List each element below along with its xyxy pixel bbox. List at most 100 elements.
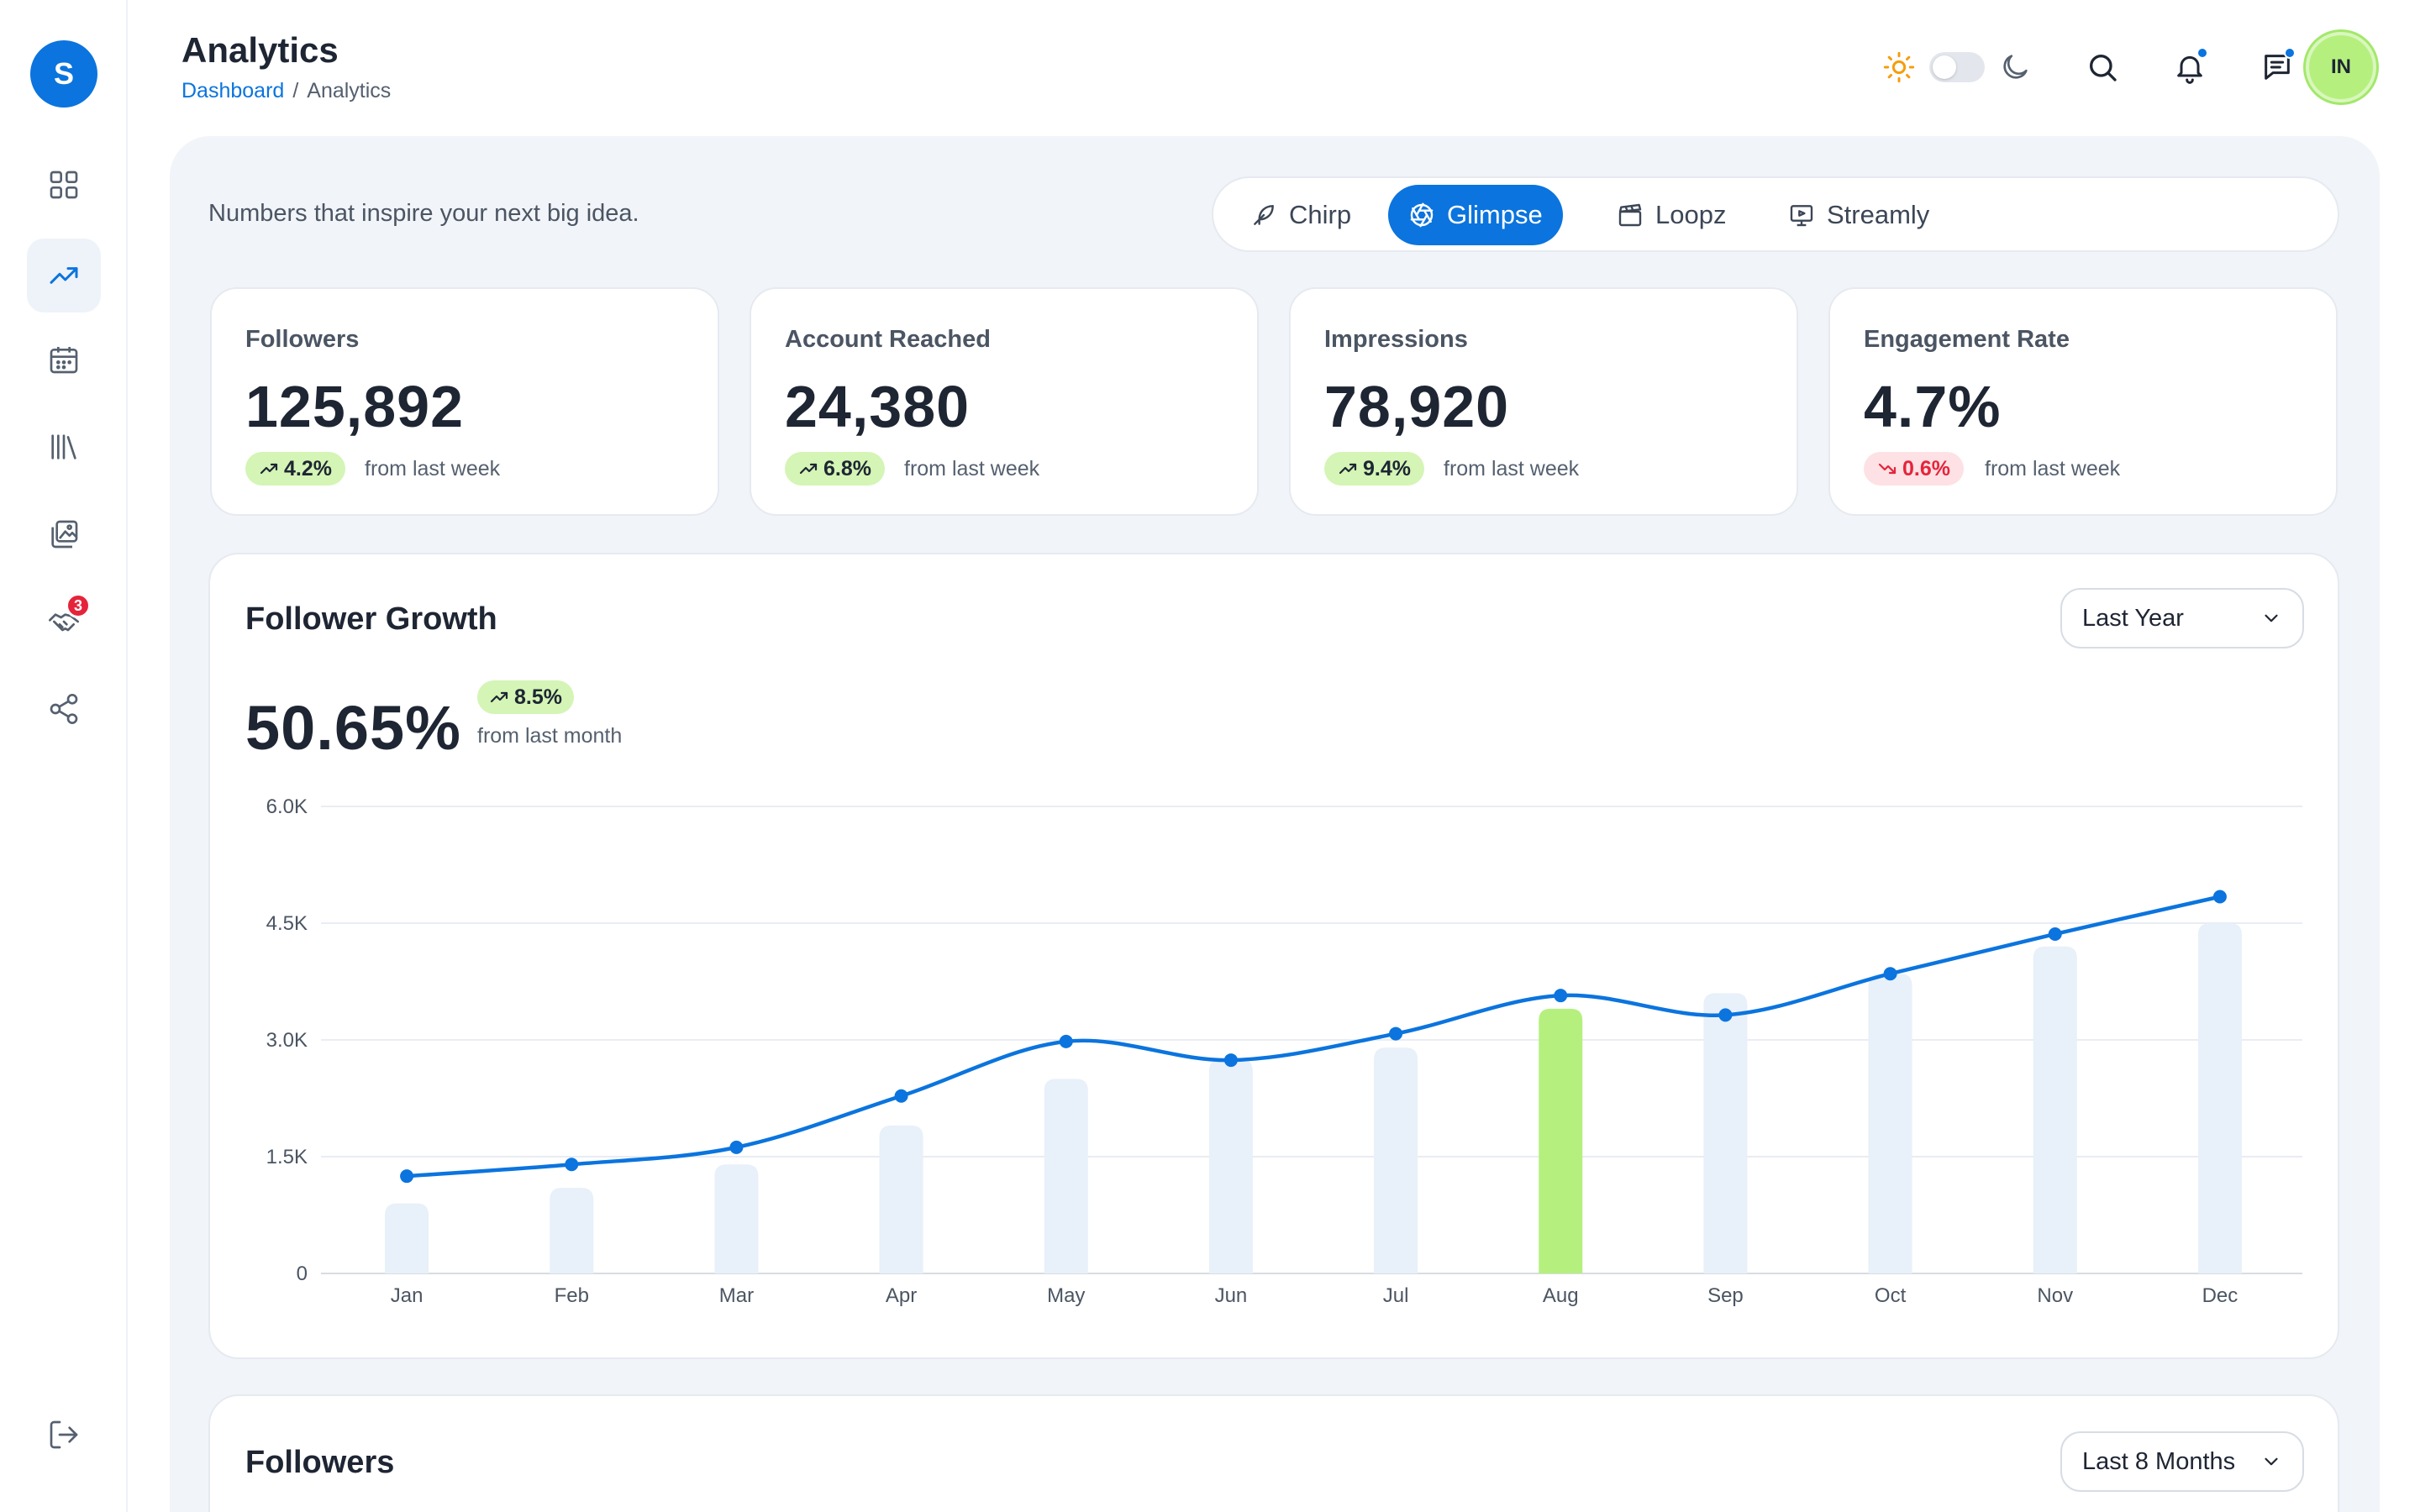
y-tick-label: 4.5K	[266, 912, 308, 935]
sidebar: S 3	[0, 0, 128, 1512]
stat-change-value: 0.6%	[1902, 456, 1950, 480]
breadcrumb-dashboard-link[interactable]: Dashboard	[182, 79, 285, 102]
moon-icon	[2003, 55, 2028, 79]
tab-loopz[interactable]: Loopz	[1597, 185, 1746, 245]
stat-change-value: 4.2%	[284, 456, 332, 480]
chart-bar	[2033, 946, 2077, 1273]
stat-card-account-reached: Account Reached 24,380 6.8% from last we…	[750, 287, 1259, 516]
x-tick-label: Jun	[1215, 1284, 1248, 1307]
x-tick-label: Mar	[719, 1284, 754, 1307]
sidebar-item-dashboard[interactable]	[27, 148, 101, 222]
growth-point	[400, 1169, 414, 1184]
follower-growth-card: Follower Growth Last Year 50.65% 8.5% fr…	[208, 553, 2339, 1359]
tab-chirp[interactable]: Chirp	[1230, 185, 1371, 245]
stat-card-engagement-rate: Engagement Rate 4.7% 0.6% from last week	[1828, 287, 2338, 516]
trending-up-icon	[260, 463, 278, 475]
x-tick-label: Sep	[1707, 1284, 1744, 1307]
y-tick-label: 1.5K	[266, 1146, 308, 1168]
stat-change-value: 6.8%	[823, 456, 871, 480]
share-icon	[50, 694, 78, 724]
trending-up-icon	[799, 463, 818, 475]
growth-change-badge: 8.5%	[477, 680, 574, 714]
notification-dot	[2196, 47, 2208, 59]
sidebar-item-analytics[interactable]	[27, 239, 101, 312]
tab-loopz-label: Loopz	[1655, 200, 1727, 229]
breadcrumb: Dashboard / Analytics	[182, 79, 391, 103]
chart-bar	[714, 1164, 759, 1273]
messages-button[interactable]	[2254, 44, 2301, 91]
breadcrumb-separator: /	[292, 79, 299, 102]
chart-bar	[1374, 1047, 1418, 1273]
stat-value: 4.7%	[1864, 374, 2002, 439]
followers-range-value: Last 8 Months	[2082, 1447, 2236, 1475]
chart-bar	[550, 1188, 594, 1273]
tab-glimpse[interactable]: Glimpse	[1388, 185, 1563, 245]
growth-range-select[interactable]: Last Year	[2060, 588, 2304, 648]
x-tick-label: May	[1047, 1284, 1085, 1307]
followers-range-select[interactable]: Last 8 Months	[2060, 1431, 2304, 1492]
tab-streamly[interactable]: Streamly	[1768, 185, 1949, 245]
x-tick-label: Jan	[391, 1284, 424, 1307]
notification-badge: 3	[66, 593, 91, 618]
tab-chirp-label: Chirp	[1289, 200, 1352, 229]
growth-point	[1389, 1026, 1403, 1041]
growth-point	[1059, 1034, 1073, 1048]
chevron-down-icon	[2265, 614, 2278, 622]
growth-range-value: Last Year	[2082, 604, 2184, 632]
sidebar-item-share[interactable]	[27, 672, 101, 746]
growth-point	[1223, 1053, 1238, 1068]
stat-card-followers: Followers 125,892 4.2% from last week	[210, 287, 719, 516]
chart-bar	[879, 1125, 923, 1273]
light-mode-button[interactable]	[1876, 44, 1923, 91]
follower-growth-chart: 0 1.5K 3.0K 4.5K 6.0K Jan Feb Mar Apr May Jun Jul Au…	[266, 795, 2302, 1307]
sun-icon	[1883, 51, 1915, 83]
stat-change-badge: 6.8%	[785, 452, 885, 486]
sidebar-item-library[interactable]	[27, 410, 101, 484]
stat-change-badge: 9.4%	[1324, 452, 1424, 486]
followers-title: Followers	[245, 1445, 395, 1480]
growth-point	[1718, 1008, 1733, 1022]
tagline: Numbers that inspire your next big idea.	[208, 200, 639, 227]
growth-point	[894, 1089, 908, 1103]
avatar[interactable]: IN	[2306, 32, 2376, 102]
chart-bar	[1208, 1059, 1253, 1273]
stat-value: 125,892	[245, 374, 465, 439]
library-icon	[51, 434, 76, 459]
x-tick-label: Oct	[1875, 1284, 1907, 1307]
notifications-button[interactable]	[2166, 44, 2213, 91]
logout-icon	[50, 1420, 78, 1449]
stat-label: Engagement Rate	[1864, 326, 2070, 353]
chart-bar	[1703, 993, 1748, 1273]
stat-label: Followers	[245, 326, 360, 353]
grid-icon	[50, 171, 78, 199]
monitor-play-icon	[1790, 205, 1813, 227]
theme-toggle-knob	[1933, 55, 1956, 79]
stat-card-impressions: Impressions 78,920 9.4% from last week	[1289, 287, 1798, 516]
stat-change-badge: 0.6%	[1864, 452, 1964, 486]
trending-up-icon	[50, 267, 78, 284]
growth-line	[404, 895, 2223, 1179]
growth-point	[1554, 989, 1568, 1003]
clapperboard-icon	[1618, 203, 1642, 227]
sidebar-item-partners[interactable]: 3	[27, 585, 101, 659]
followers-card: Followers Last 8 Months	[208, 1394, 2339, 1512]
y-tick-label: 6.0K	[266, 795, 308, 818]
x-tick-label: Feb	[555, 1284, 589, 1307]
trending-up-icon	[490, 691, 508, 703]
search-button[interactable]	[2079, 44, 2126, 91]
stat-value: 78,920	[1324, 374, 1510, 439]
chevron-down-icon	[2265, 1457, 2278, 1466]
app-logo[interactable]: S	[30, 40, 97, 108]
dark-mode-button[interactable]	[1991, 44, 2039, 91]
stat-note: from last week	[1985, 457, 2121, 480]
growth-change-value: 8.5%	[514, 685, 562, 709]
sidebar-item-gallery[interactable]	[27, 497, 101, 571]
stat-note: from last week	[1444, 457, 1580, 480]
platform-tabs: Chirp Glimpse Loopz Streamly	[1212, 176, 2339, 252]
theme-toggle[interactable]	[1929, 52, 1985, 82]
gallery-icon	[51, 520, 78, 549]
y-tick-label: 3.0K	[266, 1029, 308, 1052]
search-icon	[2090, 55, 2117, 81]
sidebar-item-calendar[interactable]	[27, 323, 101, 396]
logout-button[interactable]	[27, 1398, 101, 1472]
